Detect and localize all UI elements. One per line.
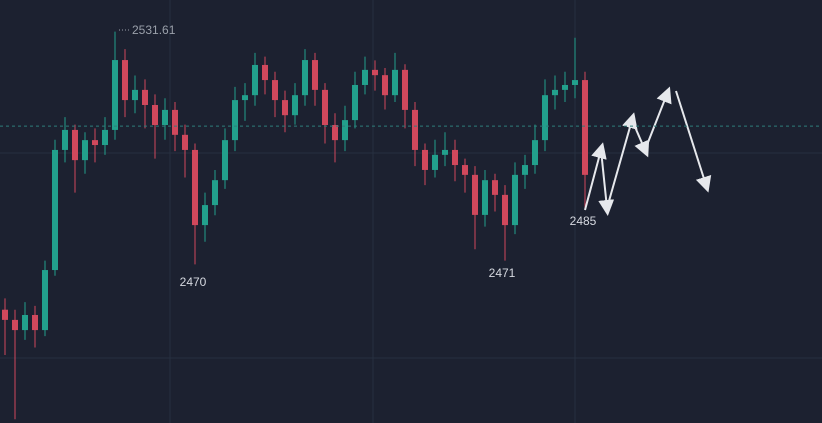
projection-arrow (584, 142, 607, 211)
candle-body (2, 309, 8, 320)
projection (584, 86, 712, 216)
candle-body (392, 69, 398, 96)
candle-body (562, 84, 568, 90)
candle-body (292, 95, 298, 116)
candle-body (32, 314, 38, 331)
candle-body (312, 60, 318, 90)
annotation: 2470 (180, 275, 207, 289)
candle-body (332, 125, 338, 141)
candle-body (222, 140, 228, 181)
candle-body (12, 319, 18, 331)
candle-body (212, 180, 218, 206)
annotation: 2485 (570, 214, 597, 228)
candle-body (52, 149, 58, 271)
candle-body (502, 194, 508, 226)
candle-body (512, 174, 518, 226)
projection-arrow (598, 149, 615, 216)
annotation: 2531.61 (132, 23, 176, 37)
annotation: 2471 (489, 266, 516, 280)
candle-body (422, 149, 428, 170)
candle-body (22, 314, 28, 331)
candle-body (122, 60, 128, 101)
candle-body (142, 89, 148, 105)
candles (2, 31, 588, 420)
candle-body (432, 154, 438, 170)
candle-body (362, 69, 368, 85)
candle-body (452, 149, 458, 166)
candle-body (492, 180, 498, 195)
projection-arrow (631, 119, 650, 158)
candle-body (342, 120, 348, 141)
candle-body (202, 205, 208, 226)
candle-body (412, 109, 418, 150)
candle-body (152, 104, 158, 126)
candle-body (272, 80, 278, 101)
candle-body (572, 80, 578, 85)
candle-body (252, 64, 258, 96)
candle-body (582, 80, 588, 175)
candle-body (382, 75, 388, 96)
candle-body (242, 95, 248, 101)
candle-body (482, 180, 488, 215)
candle-body (282, 100, 288, 116)
candle-body (542, 95, 548, 141)
candle-body (532, 140, 538, 166)
candle-body (92, 140, 98, 146)
projection-arrow (675, 90, 712, 193)
candle-body (192, 149, 198, 226)
candle-body (352, 84, 358, 121)
candle-body (172, 109, 178, 135)
projection-arrow (644, 86, 672, 151)
candle-body (82, 140, 88, 161)
candle-body (472, 174, 478, 215)
candle-body (462, 165, 468, 175)
candle-body (322, 89, 328, 126)
candle-body (72, 129, 78, 161)
candle-body (442, 149, 448, 155)
candle-body (182, 134, 188, 150)
candle-body (552, 89, 558, 96)
candle-body (302, 60, 308, 96)
candle-body (102, 129, 108, 146)
candle-body (522, 165, 528, 175)
candle-body (112, 60, 118, 130)
candle-body (232, 100, 238, 141)
candle-body (42, 270, 48, 331)
candle-body (402, 69, 408, 110)
candle-body (132, 89, 138, 101)
candle-body (62, 129, 68, 150)
candle-body (162, 109, 168, 126)
candle-body (372, 69, 378, 76)
candle-body (262, 64, 268, 81)
projection-arrow (606, 112, 638, 209)
